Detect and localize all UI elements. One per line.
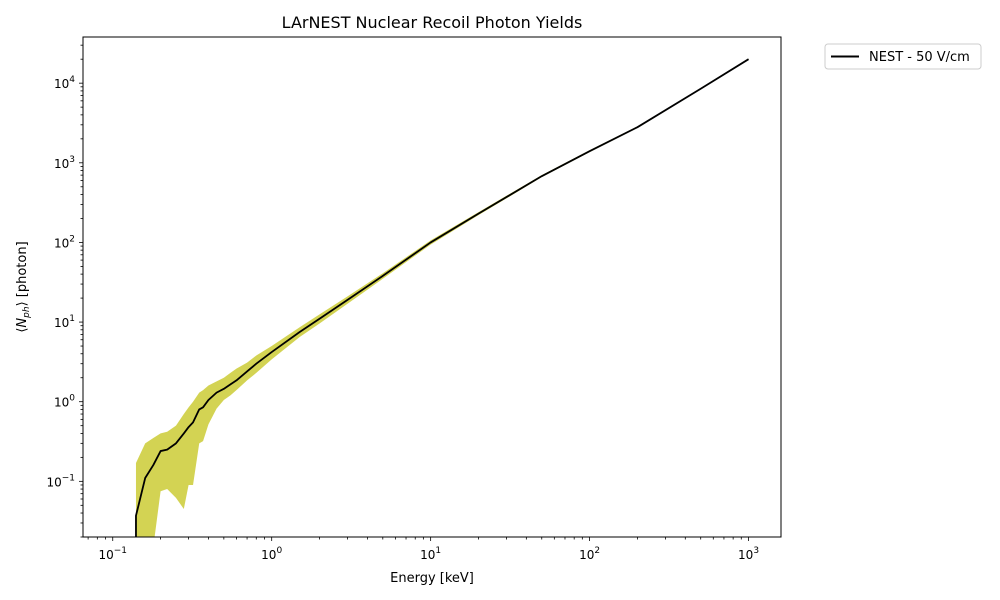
x-tick-label-1: 100 — [261, 546, 282, 562]
y-tick-label-2: 101 — [54, 314, 75, 330]
plot-clipped — [136, 59, 749, 547]
x-axis-title: Energy [keV] — [390, 571, 474, 586]
y-axis-title-sub: ph — [22, 306, 32, 319]
x-tick-label-0: 10−1 — [98, 546, 127, 562]
legend-label: NEST - 50 V/cm — [869, 50, 970, 65]
y-tick-label-0: 10−1 — [46, 473, 75, 489]
chart-title: LArNEST Nuclear Recoil Photon Yields — [282, 13, 583, 32]
x-tick-label-3: 102 — [579, 546, 600, 562]
uncertainty-band — [136, 59, 749, 547]
x-axis: 10−1 100 101 102 103 — [88, 537, 759, 562]
y-tick-label-3: 102 — [54, 234, 75, 250]
y-tick-label-4: 103 — [54, 155, 75, 171]
y-axis-title: ⟨Nph⟩ [photon] — [15, 241, 32, 332]
x-tick-label-2: 101 — [420, 546, 441, 562]
y-tick-label-1: 100 — [54, 394, 75, 410]
y-axis: 10−1 100 101 102 103 104 — [46, 45, 83, 537]
plot-area — [136, 59, 749, 547]
y-axis-title-var: N — [15, 318, 30, 328]
series-line-0 — [136, 59, 749, 547]
y-tick-label-5: 104 — [54, 75, 75, 91]
legend: NEST - 50 V/cm — [825, 44, 981, 69]
x-tick-label-4: 103 — [738, 546, 759, 562]
y-axis-title-unit: [photon] — [15, 241, 30, 301]
